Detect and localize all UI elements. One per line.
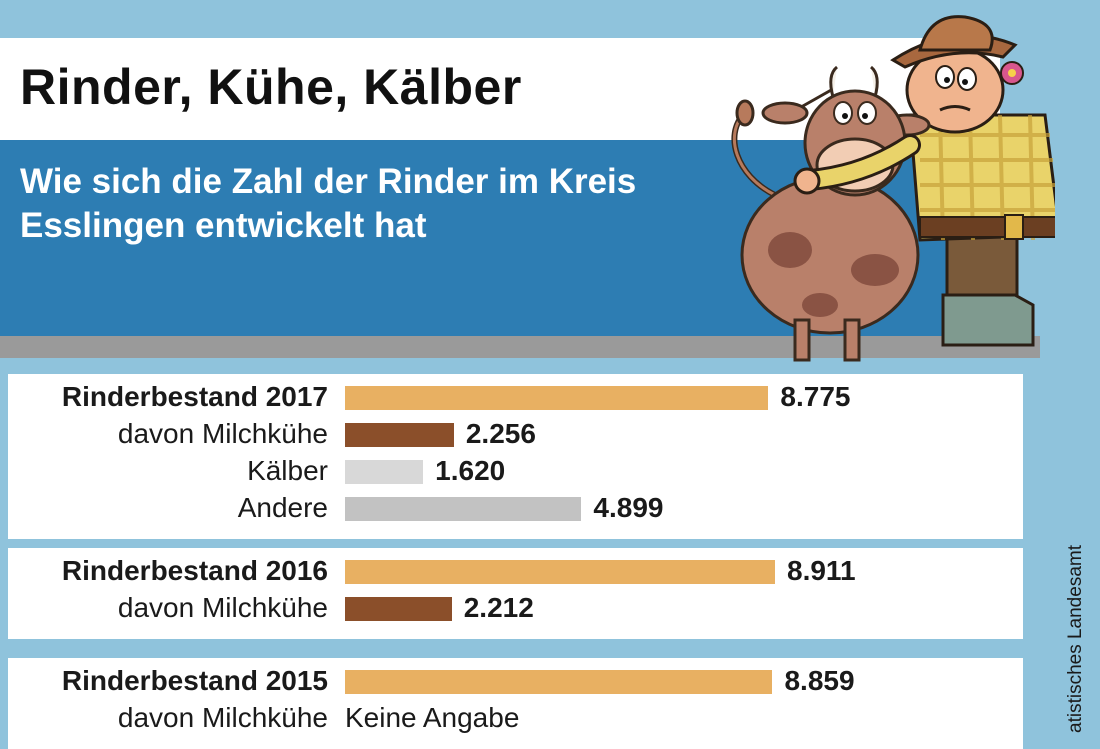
bar-value-label: 8.911 <box>787 555 856 586</box>
farmer-and-cow-illustration <box>731 15 1055 362</box>
bar-total <box>345 670 773 694</box>
data-panel-3: Rinderbestand 2015 8.859 davon Milchkühe Ke… <box>8 658 1023 749</box>
subtitle-band-shadow <box>0 336 1040 358</box>
data-panel-1: Rinderbestand 2017 8.775 davon Milchkühe 2.… <box>8 374 1023 539</box>
chart-subtitle: Wie sich die Zahl der Rinder im Kreis Es… <box>20 162 637 245</box>
bar-row: davon Milchkühe 2.256 <box>8 416 1023 452</box>
bar-label: Rinderbestand 2015 <box>61 665 328 696</box>
bar-row: Andere 4.899 <box>8 490 1023 526</box>
bar-row: Kälber 1.620 <box>8 453 1023 489</box>
bar-value-label: 4.899 <box>593 492 664 523</box>
bar-label: davon Milchkühe <box>117 592 328 623</box>
bar-value-label: 2.256 <box>465 418 536 449</box>
bar-value-label: 1.620 <box>435 455 506 486</box>
bar-value-label: 8.775 <box>780 381 851 412</box>
bar-value-label: 2.212 <box>463 592 534 623</box>
bar-label: Andere <box>237 492 328 523</box>
bar-label: Kälber <box>247 455 328 486</box>
bar-note: Keine Angabe <box>345 702 520 733</box>
bar-label: davon Milchkühe <box>117 702 328 733</box>
bar-label: Rinderbestand 2017 <box>61 381 328 412</box>
bar-value-label: 8.859 <box>784 665 855 696</box>
bar-dairy <box>345 597 452 621</box>
data-panel-2: Rinderbestand 2016 8.911 davon Milchkühe 2.… <box>8 548 1023 639</box>
bar-row: Rinderbestand 2017 8.775 <box>8 379 1023 415</box>
source-credit: atistisches Landesamt <box>1065 545 1086 733</box>
bar-label: Rinderbestand 2016 <box>61 555 328 586</box>
bar-row: davon Milchkühe 2.212 <box>8 590 1023 626</box>
chart-title: Rinder, Kühe, Kälber <box>20 59 522 115</box>
bar-row: Rinderbestand 2016 8.911 <box>8 553 1023 589</box>
bar-total <box>345 386 769 410</box>
bar-calves <box>345 460 424 484</box>
bar-other <box>345 497 582 521</box>
bar-dairy <box>345 423 454 447</box>
bar-row: davon Milchkühe Keine Angabe <box>8 700 1023 736</box>
bar-row: Rinderbestand 2015 8.859 <box>8 663 1023 699</box>
bar-total <box>345 560 775 584</box>
bar-label: davon Milchkühe <box>117 418 328 449</box>
